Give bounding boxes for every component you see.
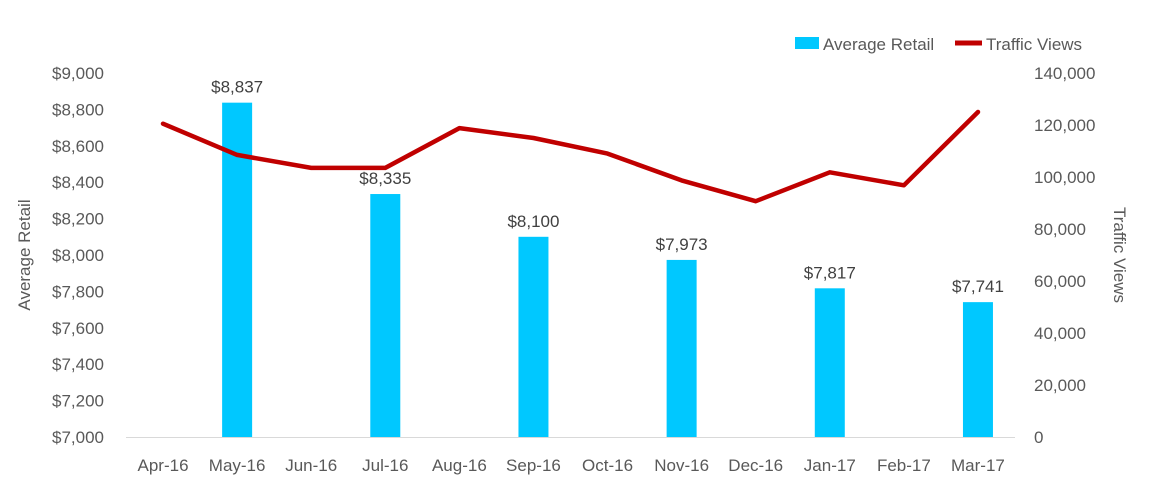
y-tick-label: $7,400 — [52, 355, 104, 374]
x-tick-label: Sep-16 — [506, 456, 561, 475]
y2-tick-label: 60,000 — [1034, 272, 1086, 291]
bar-average-retail — [518, 236, 549, 437]
x-tick-label: Mar-17 — [951, 456, 1005, 475]
y-tick-label: $9,000 — [52, 64, 104, 83]
y-tick-label: $8,600 — [52, 137, 104, 156]
data-label-average-retail: $7,817 — [804, 263, 856, 282]
y-tick-label: $8,400 — [52, 173, 104, 192]
x-tick-label: Oct-16 — [582, 456, 633, 475]
y-tick-label: $8,200 — [52, 210, 104, 229]
x-tick-label: Dec-16 — [728, 456, 783, 475]
y-tick-label: $7,600 — [52, 319, 104, 338]
y2-tick-label: 80,000 — [1034, 220, 1086, 239]
y2-tick-label: 0 — [1034, 428, 1043, 447]
x-tick-label: Feb-17 — [877, 456, 931, 475]
legend: Average Retail Traffic Views — [795, 35, 1082, 54]
bar-average-retail — [666, 259, 697, 437]
bar-average-retail — [370, 194, 401, 437]
y-tick-label: $8,800 — [52, 100, 104, 119]
y-tick-label: $7,000 — [52, 428, 104, 447]
y-tick-label: $7,200 — [52, 392, 104, 411]
legend-swatch-average-retail — [795, 37, 819, 49]
bar-average-retail — [962, 302, 993, 437]
x-tick-label: May-16 — [209, 456, 266, 475]
x-tick-label: Apr-16 — [138, 456, 189, 475]
data-label-average-retail: $8,335 — [359, 169, 411, 188]
data-label-average-retail: $8,837 — [211, 78, 263, 97]
x-tick-label: Jun-16 — [285, 456, 337, 475]
legend-label-average-retail: Average Retail — [823, 35, 934, 54]
y2-tick-label: 140,000 — [1034, 64, 1095, 83]
y2-tick-label: 120,000 — [1034, 116, 1095, 135]
x-tick-label: Jul-16 — [362, 456, 408, 475]
y2-axis-title: Traffic Views — [1110, 207, 1129, 303]
y2-tick-label: 40,000 — [1034, 324, 1086, 343]
x-tick-label: Nov-16 — [654, 456, 709, 475]
line-traffic-views — [160, 109, 981, 204]
y2-tick-label: 100,000 — [1034, 168, 1095, 187]
bar-average-retail — [814, 288, 845, 437]
x-tick-label: Jan-17 — [804, 456, 856, 475]
y-tick-label: $8,000 — [52, 246, 104, 265]
data-label-average-retail: $7,741 — [952, 277, 1004, 296]
x-tick-label: Aug-16 — [432, 456, 487, 475]
data-label-average-retail: $7,973 — [656, 235, 708, 254]
data-label-average-retail: $8,100 — [507, 212, 559, 231]
legend-label-traffic-views: Traffic Views — [986, 35, 1082, 54]
y2-tick-label: 20,000 — [1034, 376, 1086, 395]
y-tick-label: $7,800 — [52, 282, 104, 301]
y-axis-title: Average Retail — [15, 199, 34, 310]
plot-area: $7,000 $7,200 $7,400 $7,600 $7,800 $8,000 $8,2… — [52, 64, 1095, 475]
